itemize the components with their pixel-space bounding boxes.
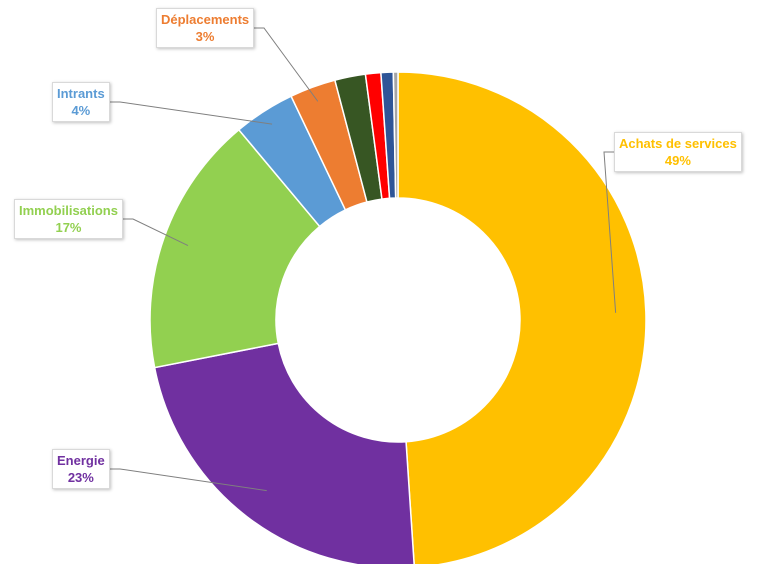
data-label-immobilisations: Immobilisations 17% bbox=[14, 199, 123, 239]
leader-line bbox=[123, 218, 189, 247]
slice-energie bbox=[153, 342, 415, 564]
leader-line bbox=[603, 151, 617, 313]
slice-percent-label: 3% bbox=[195, 29, 215, 44]
data-label-d-placements: Déplacements 3% bbox=[156, 8, 255, 48]
slice-name-label: Intrants bbox=[57, 86, 105, 101]
slice-name-label: Achats de services bbox=[619, 136, 737, 151]
slice-percent-label: 23% bbox=[67, 470, 94, 485]
slice-name-label: Immobilisations bbox=[19, 203, 118, 218]
slice-percent-label: 4% bbox=[71, 103, 91, 118]
slice-achats-de-services bbox=[397, 71, 647, 564]
data-label-energie: Energie 23% bbox=[52, 449, 110, 489]
data-label-achats-de-services: Achats de services 49% bbox=[614, 132, 742, 172]
data-label-intrants: Intrants 4% bbox=[52, 82, 110, 122]
slice-name-label: Déplacements bbox=[161, 12, 250, 27]
slice-immobilisations bbox=[149, 128, 321, 369]
slice-percent-label: 49% bbox=[664, 153, 691, 168]
slice-name-label: Energie bbox=[57, 453, 105, 468]
slice-unlabeled-8 bbox=[392, 71, 399, 199]
slice-percent-label: 17% bbox=[55, 220, 82, 235]
leader-line bbox=[110, 101, 273, 125]
leader-line bbox=[254, 27, 319, 102]
leader-line bbox=[110, 468, 267, 492]
